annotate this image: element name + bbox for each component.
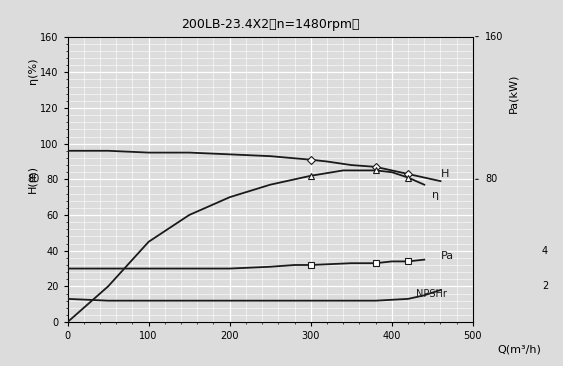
Text: η: η	[432, 190, 440, 201]
Y-axis label: H(m): H(m)	[27, 165, 37, 193]
Text: 160: 160	[485, 31, 503, 42]
Text: NPSHr: NPSHr	[416, 288, 447, 299]
Title: 200LB-23.4X2（n=1480rpm）: 200LB-23.4X2（n=1480rpm）	[181, 18, 360, 31]
Text: Pa(kW): Pa(kW)	[508, 74, 519, 113]
Text: η(%): η(%)	[28, 57, 38, 84]
Text: Q(m³/h): Q(m³/h)	[497, 345, 541, 355]
Text: 80: 80	[485, 174, 497, 184]
Text: H: H	[440, 169, 449, 179]
Text: Pa: Pa	[440, 251, 454, 261]
Text: 4: 4	[542, 246, 548, 256]
Text: 80: 80	[27, 174, 39, 184]
Text: 2: 2	[542, 281, 548, 291]
